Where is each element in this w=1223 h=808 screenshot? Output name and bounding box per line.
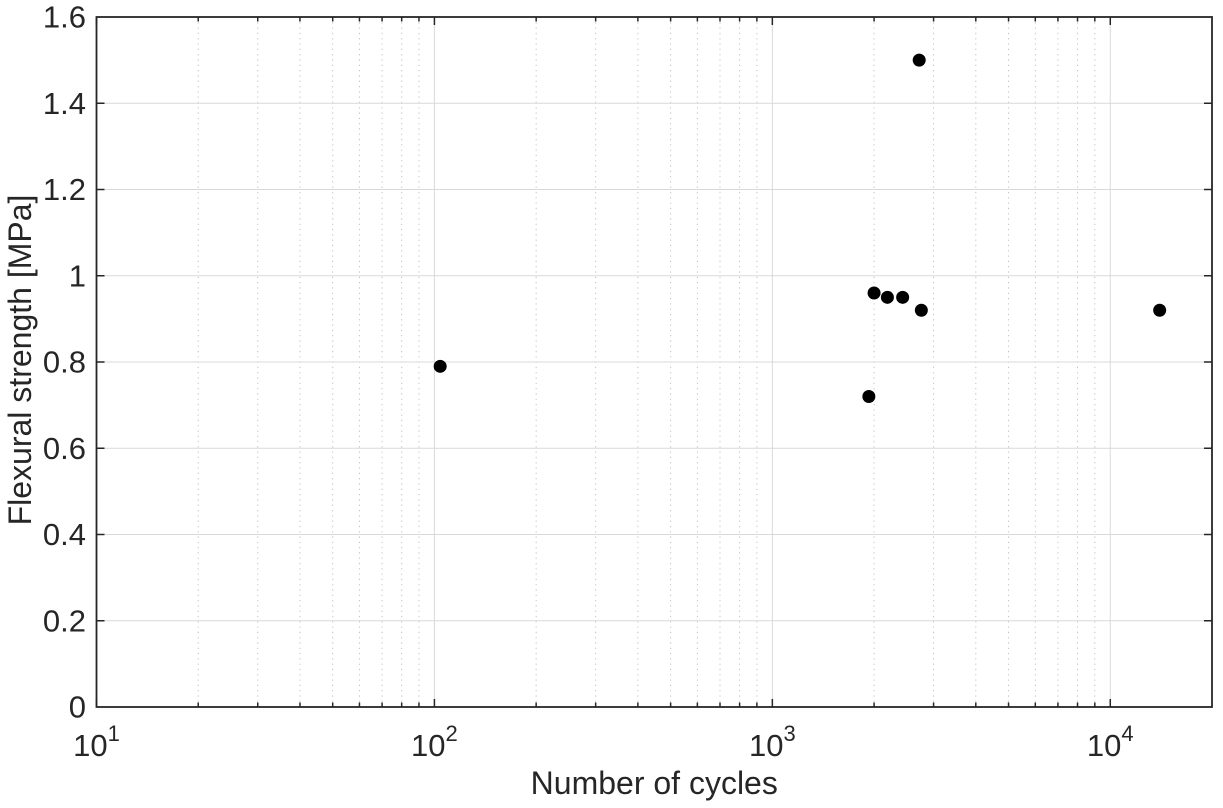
data-point bbox=[880, 290, 894, 304]
data-point-series bbox=[433, 53, 1167, 403]
y-tick-label: 1.4 bbox=[43, 86, 86, 121]
plot-border-box bbox=[95, 16, 1213, 708]
data-point bbox=[912, 53, 926, 67]
x-tick-label: 104 bbox=[1087, 721, 1134, 763]
y-tick-label: 0.8 bbox=[43, 345, 86, 380]
y-tick-label: 0.6 bbox=[43, 431, 86, 466]
y-tick-label: 0.4 bbox=[43, 517, 86, 552]
data-point bbox=[433, 359, 447, 373]
data-point bbox=[867, 286, 881, 300]
y-axis-label: Flexural strength [MPa] bbox=[2, 195, 38, 526]
y-tick-label: 1.6 bbox=[43, 0, 86, 35]
data-point bbox=[862, 390, 876, 403]
x-tick-labels: 101 102 103 104 bbox=[73, 721, 1134, 763]
y-tick-label: 0.2 bbox=[43, 603, 86, 638]
data-point bbox=[896, 290, 910, 304]
y-tick-label: 1.2 bbox=[43, 172, 86, 207]
data-point bbox=[1153, 303, 1167, 317]
x-tick-label: 101 bbox=[73, 721, 120, 763]
y-tick-labels: 0 0.2 0.4 0.6 0.8 1 1.2 1.4 1.6 bbox=[43, 0, 86, 725]
data-point bbox=[914, 303, 928, 317]
x-tick-label: 102 bbox=[411, 721, 458, 763]
y-tick-label: 0 bbox=[69, 690, 86, 725]
major-gridlines bbox=[96, 17, 1212, 707]
y-tick-label: 1 bbox=[69, 258, 86, 293]
x-tick-label: 103 bbox=[749, 721, 796, 763]
x-axis-label: Number of cycles bbox=[531, 765, 778, 801]
